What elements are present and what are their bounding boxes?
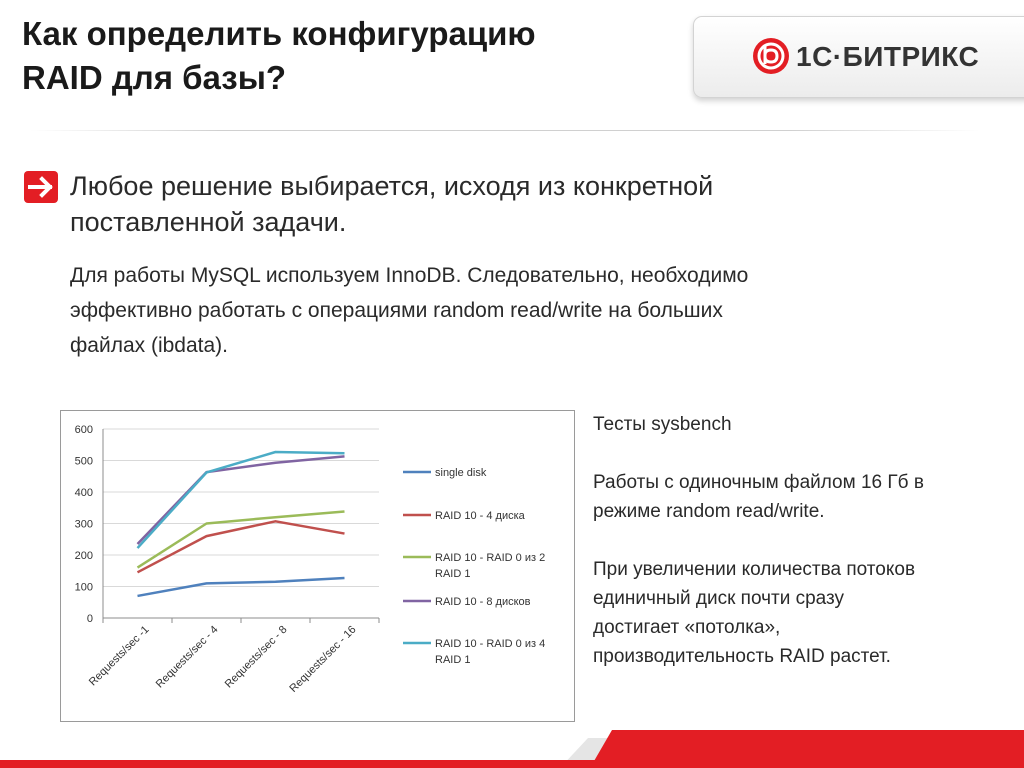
bullet-line-2: поставленной задачи. [70, 207, 347, 237]
legend-label: RAID 10 - 8 дисков [435, 596, 531, 608]
side-notes: Тесты sysbench Работы с одиночным файлом… [593, 410, 1013, 671]
y-tick-label: 200 [75, 550, 93, 562]
body-line-2: эффективно работать с операциями random … [70, 299, 723, 322]
y-tick-label: 0 [87, 613, 93, 625]
arrow-right-icon [24, 171, 58, 203]
body-line-1: Для работы MySQL используем InnoDB. След… [70, 264, 749, 287]
logo-box: 1С·БИТРИКС [693, 16, 1024, 98]
title-line-1: Как определить конфигурацию [22, 15, 536, 52]
series-line [136, 520, 345, 574]
body-line-3: файлах (ibdata). [70, 334, 228, 357]
title-line-2: RAID для базы? [22, 59, 287, 96]
legend-label: single disk [435, 467, 487, 479]
side-p2-line-2: режиме random read/write. [593, 501, 825, 522]
x-tick-label: Requests/sec - 8 [223, 624, 290, 691]
legend-label-cont: RAID 1 [435, 568, 470, 580]
side-p3-line-4: производительность RAID растет. [593, 646, 891, 667]
page-title: Как определить конфигурацию RAID для баз… [22, 12, 536, 100]
series-line [136, 510, 345, 569]
body-paragraph: Для работы MySQL используем InnoDB. След… [70, 258, 930, 363]
y-tick-label: 400 [75, 487, 93, 499]
bullet-line-1: Любое решение выбирается, исходя из конк… [70, 171, 714, 201]
x-tick-label: Requests/sec - 16 [287, 624, 358, 695]
side-p3-line-3: достигает «потолка», [593, 617, 781, 638]
logo-text: 1С·БИТРИКС [796, 41, 980, 72]
bullet-text: Любое решение выбирается, исходя из конк… [70, 168, 870, 240]
x-tick-label: Requests/sec - 4 [154, 624, 221, 691]
x-tick-label: Requests/sec -1 [87, 624, 152, 689]
series-line [136, 450, 345, 549]
series-line [136, 455, 345, 545]
footer-band [0, 730, 1024, 768]
legend-label: RAID 10 - RAID 0 из 2 [435, 552, 545, 564]
y-tick-label: 100 [75, 582, 93, 594]
y-tick-label: 500 [75, 456, 93, 468]
side-p2-line-1: Работы с одиночным файлом 16 Гб в [593, 472, 924, 493]
line-chart: 0 100 200 300 400 500 600 Requests/sec -1 Reques… [60, 410, 575, 722]
header-divider [30, 130, 980, 131]
side-heading: Тесты sysbench [593, 414, 732, 435]
legend-label: RAID 10 - 4 диска [435, 510, 526, 522]
legend-label: RAID 10 - RAID 0 из 4 [435, 638, 545, 650]
y-tick-label: 600 [75, 424, 93, 436]
legend-label-cont: RAID 1 [435, 654, 470, 666]
side-p3-line-2: единичный диск почти сразу [593, 588, 845, 609]
bitrix-logo-icon [753, 38, 789, 74]
side-p3-line-1: При увеличении количества потоков [593, 559, 916, 580]
y-tick-label: 300 [75, 519, 93, 531]
series-line [137, 576, 345, 598]
